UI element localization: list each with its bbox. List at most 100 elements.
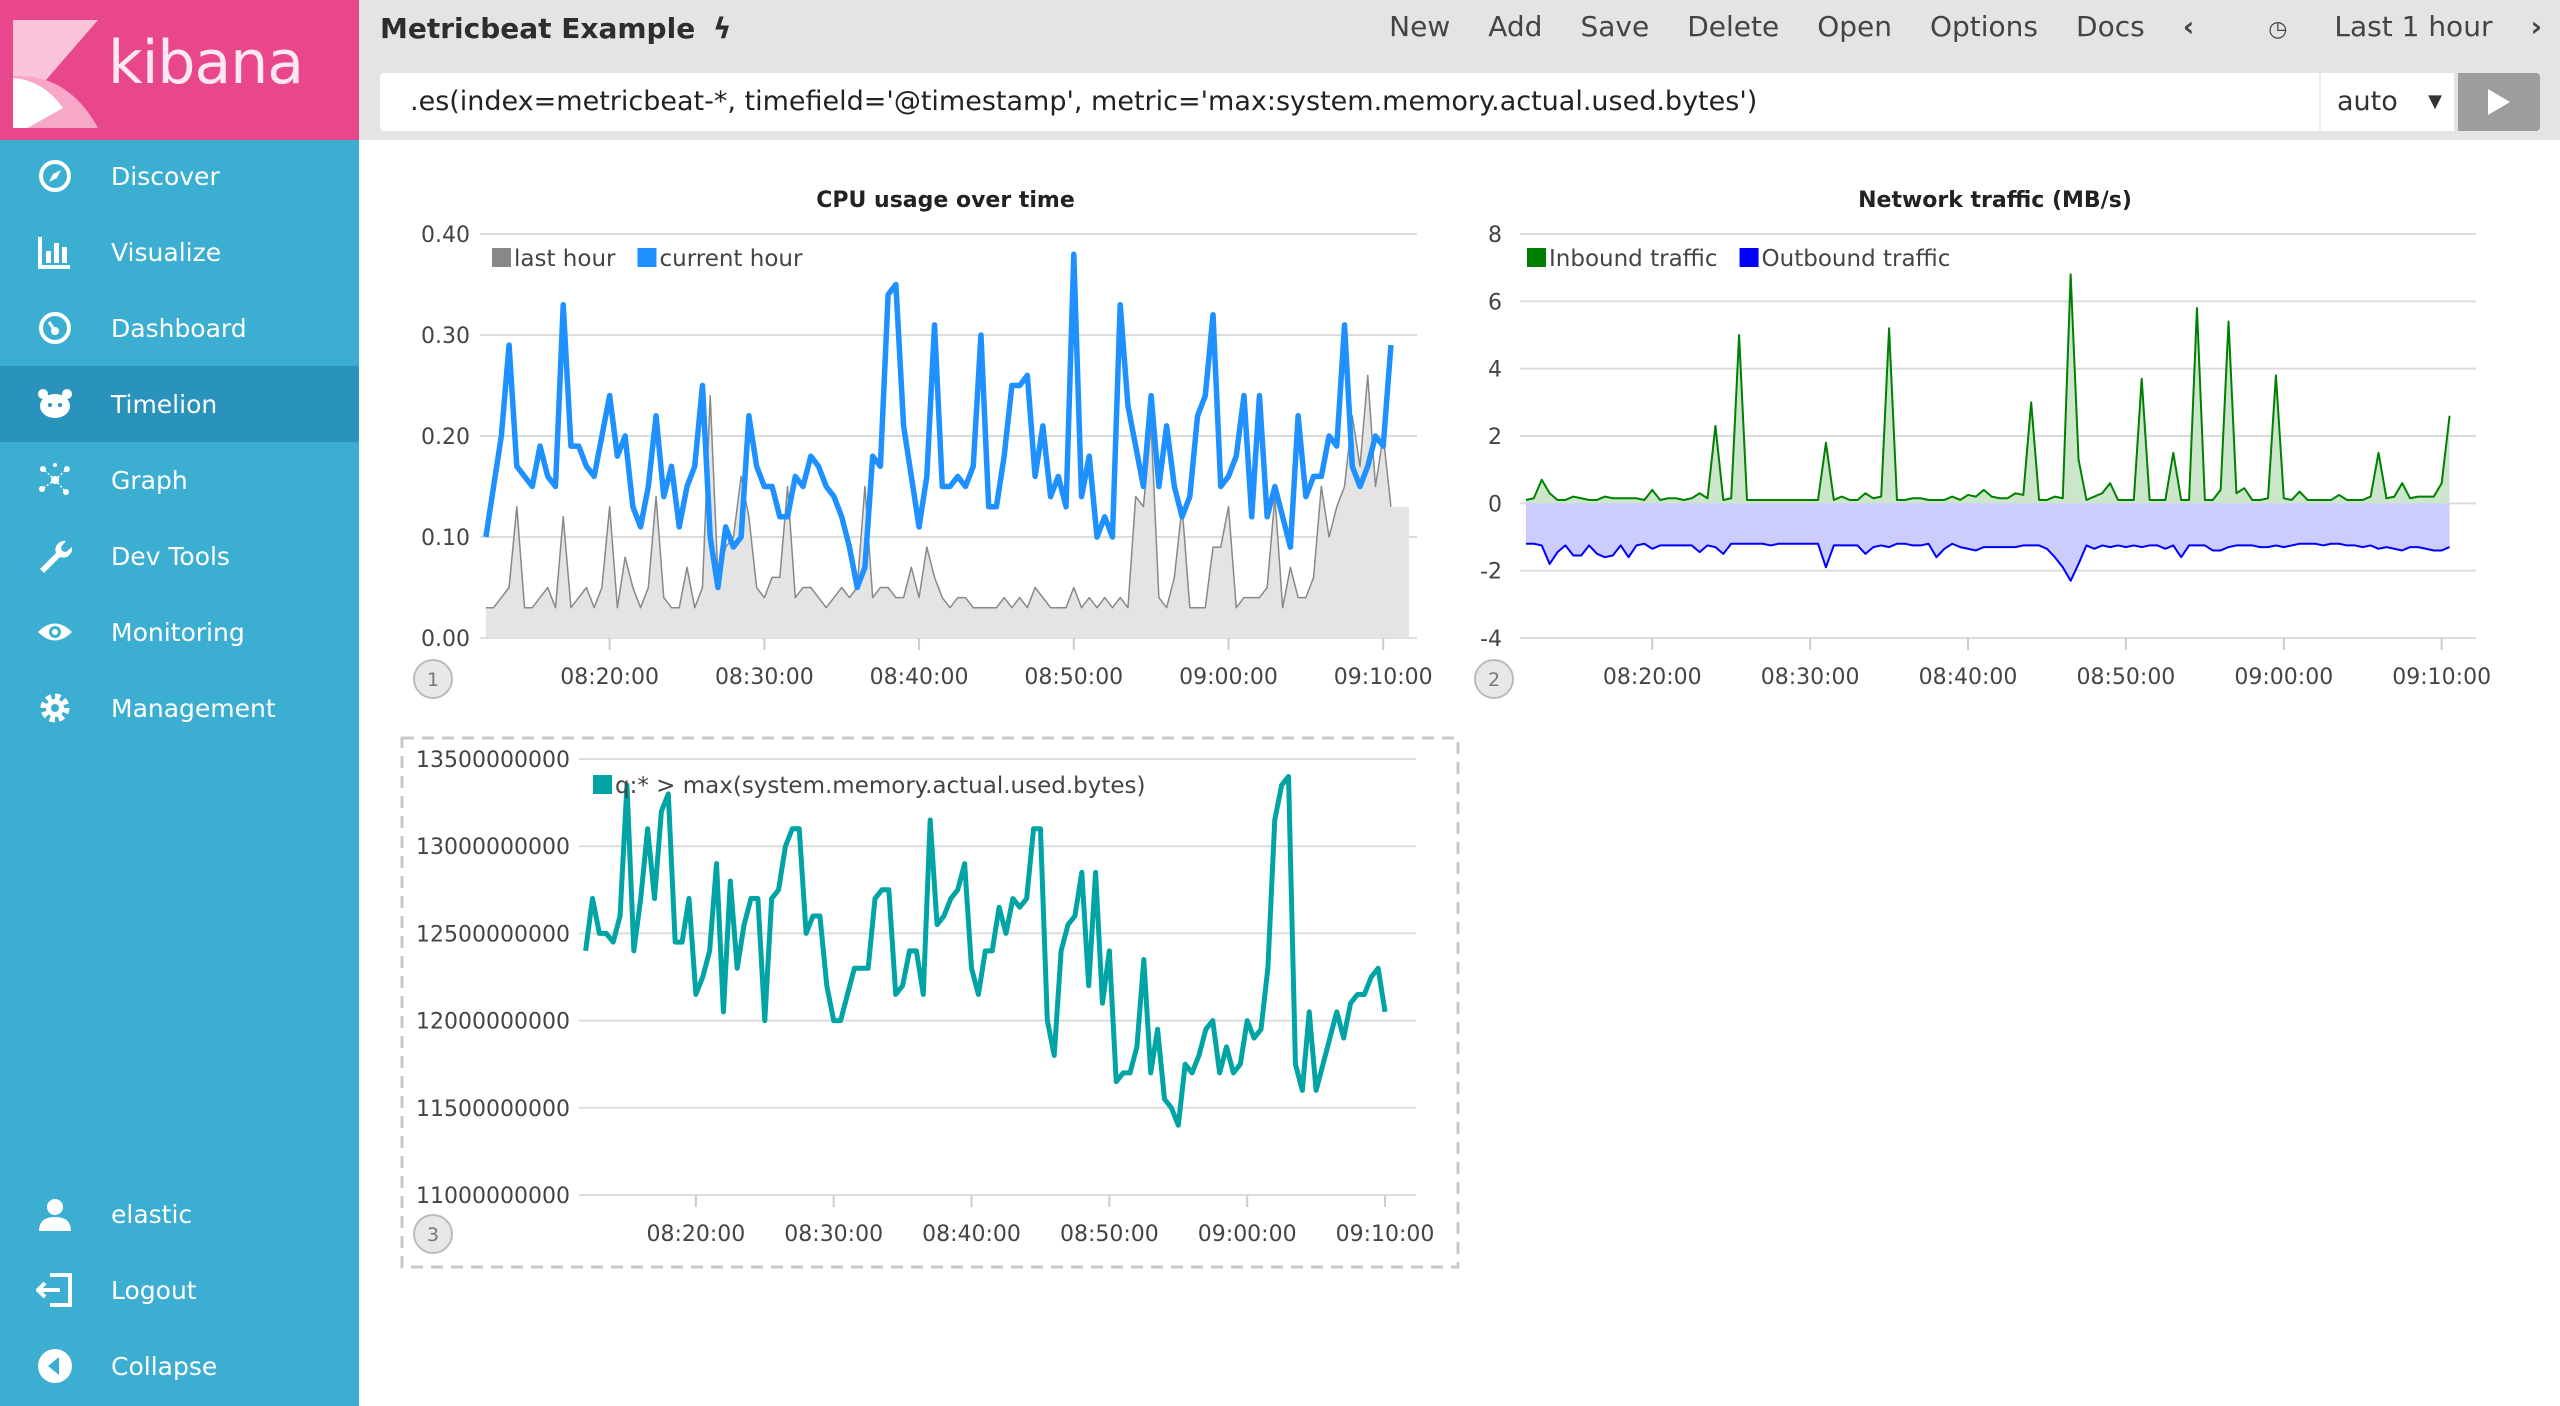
y-tick-label: 0.40 (421, 223, 470, 248)
top-bar: Metricbeat Example ϟ New Add Save Delete… (359, 0, 2560, 140)
x-tick-label: 08:20:00 (1603, 665, 1702, 690)
y-tick-label: 4 (1488, 358, 1502, 383)
chart-panel-2[interactable]: Network traffic (MB/s) -4 -2 0 2 4 6 8 08:20:00 0… (1474, 188, 2491, 699)
panel-number: 3 (427, 1224, 439, 1246)
kibana-logo-icon (13, 20, 98, 128)
bar-chart-icon (36, 233, 74, 271)
legend-label[interactable]: Outbound traffic (1762, 246, 1951, 272)
y-tick-label: 11000000000 (416, 1184, 570, 1209)
sidebar-item-label: Dev Tools (111, 541, 230, 571)
time-range-label: Last 1 hour (2334, 10, 2493, 43)
dashboard-gauge-icon (36, 309, 74, 347)
chevron-right-icon[interactable]: › (2530, 10, 2542, 43)
run-button[interactable] (2458, 73, 2540, 131)
sidebar-item-discover[interactable]: Discover (0, 138, 359, 214)
series-line-1[interactable] (1525, 542, 2450, 582)
eye-icon (36, 613, 74, 651)
y-tick-label: -4 (1480, 627, 1502, 652)
selected-panel-border (400, 736, 1460, 1269)
legend-label[interactable]: last hour (514, 246, 616, 272)
expression-input[interactable]: .es(index=metricbeat-*, timefield='@time… (380, 73, 2319, 131)
sidebar-item-label: Management (111, 693, 276, 723)
sidebar-item-label: Monitoring (111, 617, 245, 647)
series-area-0 (1525, 274, 2450, 504)
top-menu: New Add Save Delete Open Options Docs ‹ … (1351, 10, 2542, 43)
sidebar-item-dashboard[interactable]: Dashboard (0, 290, 359, 366)
x-tick-label: 08:40:00 (922, 1222, 1021, 1247)
sidebar-item-management[interactable]: Management (0, 670, 359, 746)
legend-label[interactable]: Inbound traffic (1549, 246, 1718, 272)
y-tick-label: 0.10 (421, 526, 470, 551)
time-picker[interactable]: ◷ Last 1 hour (2230, 10, 2492, 43)
caret-down-icon: ▼ (2428, 91, 2442, 112)
y-tick-label: 0.00 (421, 627, 470, 652)
sidebar-item-collapse[interactable]: Collapse (0, 1328, 359, 1404)
y-tick-label: -2 (1480, 560, 1502, 585)
menu-options[interactable]: Options (1929, 10, 2039, 43)
lightning-bolt-icon: ϟ (712, 12, 732, 45)
sidebar-item-label: Graph (111, 465, 188, 495)
y-tick-label: 13000000000 (416, 835, 570, 860)
y-tick-label: 6 (1488, 290, 1502, 315)
sidebar-item-dev-tools[interactable]: Dev Tools (0, 518, 359, 594)
panel-number-badge (1474, 659, 1514, 699)
panel-number: 2 (1488, 669, 1500, 691)
legend-swatch (637, 248, 657, 267)
sidebar-item-elastic[interactable]: elastic (0, 1176, 359, 1252)
sidebar-item-timelion[interactable]: Timelion (0, 366, 359, 442)
panel-number-badge (413, 1214, 453, 1254)
x-tick-label: 08:50:00 (1060, 1222, 1159, 1247)
legend-swatch (492, 248, 511, 267)
series-line-0[interactable] (1525, 273, 2451, 501)
series-line-1[interactable] (483, 251, 1394, 591)
menu-docs[interactable]: Docs (2076, 10, 2145, 43)
sidebar-item-label: Timelion (111, 389, 218, 419)
x-tick-label: 08:50:00 (1024, 665, 1123, 690)
y-tick-label: 11500000000 (416, 1097, 570, 1122)
x-tick-label: 08:20:00 (646, 1222, 745, 1247)
menu-open[interactable]: Open (1817, 10, 1892, 43)
x-tick-label: 09:10:00 (1334, 665, 1433, 690)
interval-select[interactable]: auto ▼ (2319, 73, 2454, 131)
y-tick-label: 8 (1488, 223, 1502, 248)
collapse-arrow-icon (36, 1347, 74, 1385)
x-tick-label: 09:10:00 (1336, 1222, 1435, 1247)
legend-swatch (1527, 248, 1546, 267)
panel-number-badge (413, 659, 453, 699)
sidebar-item-label: Logout (111, 1275, 197, 1305)
x-tick-label: 09:00:00 (1179, 665, 1278, 690)
logout-icon (36, 1271, 74, 1309)
chart-panel-1[interactable]: CPU usage over time 0.00 0.10 0.20 0.30 0.40 0… (413, 188, 1433, 699)
kibana-logo[interactable]: kibana (0, 0, 359, 140)
sidebar-item-logout[interactable]: Logout (0, 1252, 359, 1328)
x-tick-label: 08:40:00 (1919, 665, 2018, 690)
series-area-1 (1525, 503, 2450, 581)
sidebar-item-graph[interactable]: Graph (0, 442, 359, 518)
timelion-bear-icon (36, 385, 74, 423)
chart-panel-3[interactable]: 11000000000 11500000000 12000000000 1250000… (400, 736, 1460, 1269)
user-icon (36, 1195, 74, 1233)
menu-save[interactable]: Save (1580, 10, 1650, 43)
sidebar-item-label: Dashboard (111, 313, 247, 343)
panel-number: 1 (427, 669, 439, 691)
sidebar-item-visualize[interactable]: Visualize (0, 214, 359, 290)
play-icon (2488, 89, 2510, 115)
legend-label[interactable]: current hour (659, 246, 803, 272)
compass-icon (36, 157, 74, 195)
legend-swatch (1739, 248, 1759, 267)
series-line-0[interactable] (485, 374, 1392, 609)
menu-delete[interactable]: Delete (1687, 10, 1780, 43)
gear-icon (36, 689, 74, 727)
x-tick-label: 08:50:00 (2077, 665, 2176, 690)
sidebar-item-monitoring[interactable]: Monitoring (0, 594, 359, 670)
series-line-0[interactable] (583, 773, 1388, 1128)
x-tick-label: 08:30:00 (784, 1222, 883, 1247)
y-tick-label: 13500000000 (416, 748, 570, 773)
x-tick-label: 08:30:00 (1761, 665, 1860, 690)
menu-add[interactable]: Add (1488, 10, 1543, 43)
chevron-left-icon[interactable]: ‹ (2182, 10, 2195, 43)
brand-name: kibana (108, 28, 304, 98)
legend-label[interactable]: q:* > max(system.memory.actual.used.byte… (615, 773, 1146, 799)
interval-value: auto (2337, 86, 2398, 117)
menu-new[interactable]: New (1389, 10, 1451, 43)
